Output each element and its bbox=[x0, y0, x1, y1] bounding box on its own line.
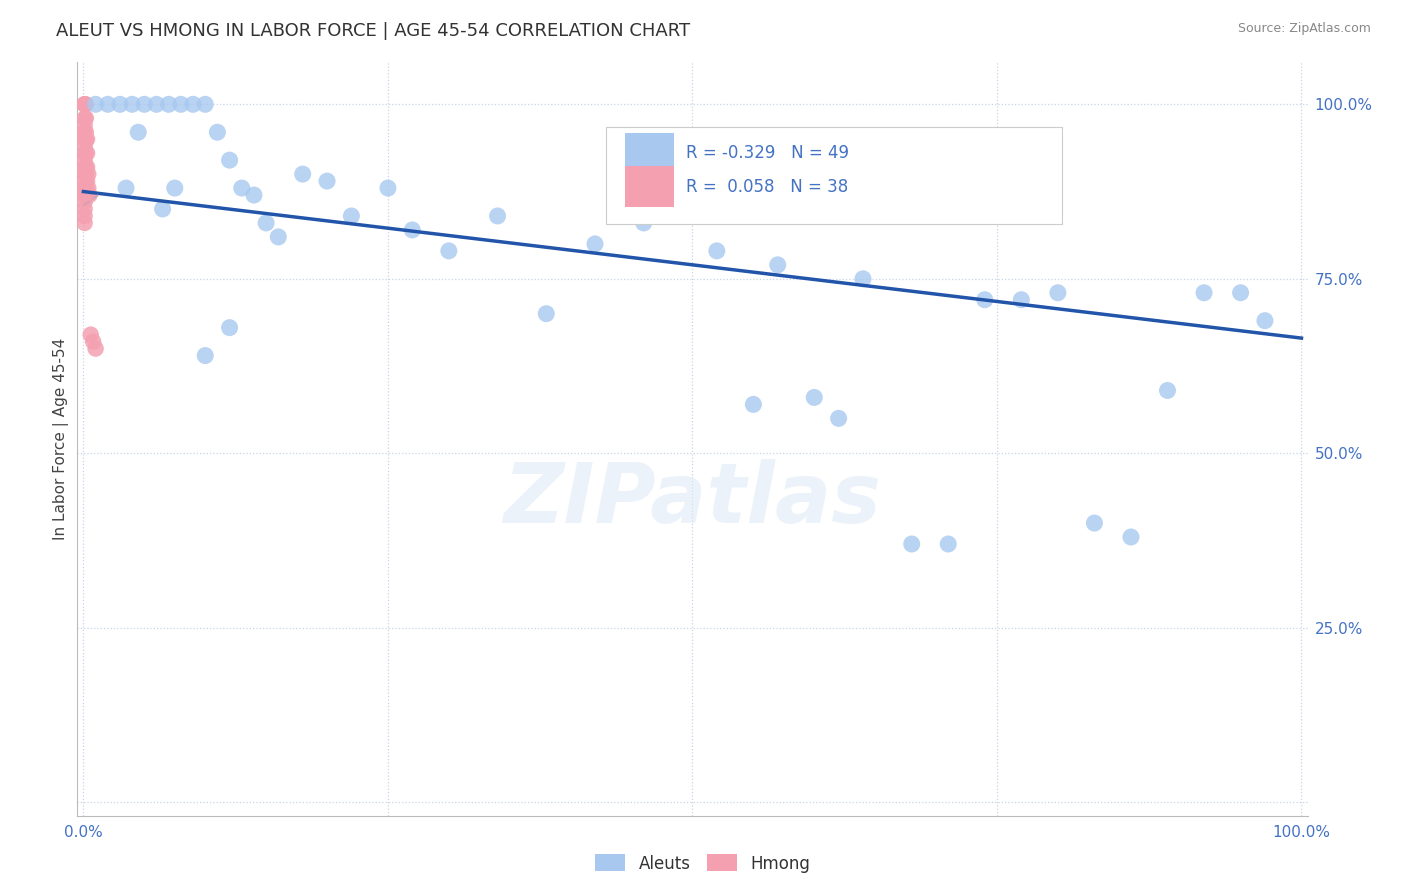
Point bbox=[633, 216, 655, 230]
Point bbox=[82, 334, 104, 349]
Point bbox=[76, 146, 98, 161]
Point bbox=[973, 293, 995, 307]
Point bbox=[486, 209, 509, 223]
Point bbox=[766, 258, 789, 272]
Point bbox=[75, 181, 97, 195]
Point bbox=[267, 230, 290, 244]
Y-axis label: In Labor Force | Age 45-54: In Labor Force | Age 45-54 bbox=[53, 338, 69, 541]
Point bbox=[145, 97, 167, 112]
Point bbox=[73, 167, 96, 181]
Point bbox=[1046, 285, 1069, 300]
Point bbox=[84, 97, 107, 112]
Point bbox=[1192, 285, 1215, 300]
Point bbox=[163, 181, 186, 195]
Point bbox=[170, 97, 193, 112]
Point bbox=[194, 349, 217, 363]
Point bbox=[75, 167, 97, 181]
Point bbox=[218, 153, 240, 168]
Point bbox=[73, 112, 96, 126]
Point bbox=[76, 174, 98, 188]
FancyBboxPatch shape bbox=[624, 167, 673, 207]
Point bbox=[243, 188, 266, 202]
Point bbox=[84, 342, 107, 356]
Point bbox=[77, 167, 100, 181]
Point bbox=[73, 209, 96, 223]
Point bbox=[218, 320, 240, 334]
Point bbox=[77, 181, 100, 195]
Point bbox=[1119, 530, 1142, 544]
Point bbox=[936, 537, 959, 551]
FancyBboxPatch shape bbox=[606, 127, 1062, 225]
Point bbox=[73, 194, 96, 209]
Point bbox=[536, 307, 558, 321]
Point bbox=[75, 97, 97, 112]
Point bbox=[900, 537, 922, 551]
Point bbox=[73, 160, 96, 174]
Text: ZIPatlas: ZIPatlas bbox=[503, 459, 882, 541]
Point bbox=[73, 139, 96, 153]
Point bbox=[73, 118, 96, 132]
Point bbox=[377, 181, 399, 195]
Point bbox=[706, 244, 728, 258]
Text: R = -0.329   N = 49: R = -0.329 N = 49 bbox=[686, 144, 849, 161]
Point bbox=[316, 174, 339, 188]
Point bbox=[75, 132, 97, 146]
Point bbox=[73, 188, 96, 202]
Point bbox=[115, 181, 138, 195]
Point bbox=[108, 97, 131, 112]
Point bbox=[73, 125, 96, 139]
Point bbox=[583, 236, 606, 251]
Point bbox=[127, 125, 149, 139]
Point bbox=[291, 167, 314, 181]
Point bbox=[827, 411, 849, 425]
Point bbox=[152, 202, 174, 216]
Point bbox=[134, 97, 156, 112]
Point bbox=[254, 216, 277, 230]
Point bbox=[73, 202, 96, 216]
Text: Source: ZipAtlas.com: Source: ZipAtlas.com bbox=[1237, 22, 1371, 36]
Point bbox=[1083, 516, 1105, 530]
Point bbox=[73, 97, 96, 112]
Point bbox=[437, 244, 460, 258]
Point bbox=[1156, 384, 1178, 398]
Text: ALEUT VS HMONG IN LABOR FORCE | AGE 45-54 CORRELATION CHART: ALEUT VS HMONG IN LABOR FORCE | AGE 45-5… bbox=[56, 22, 690, 40]
Point bbox=[181, 97, 204, 112]
Point bbox=[79, 188, 101, 202]
Point bbox=[121, 97, 143, 112]
Point bbox=[803, 391, 825, 405]
Point bbox=[231, 181, 253, 195]
Point bbox=[742, 397, 765, 411]
Point bbox=[76, 132, 98, 146]
Point bbox=[73, 181, 96, 195]
Point bbox=[207, 125, 229, 139]
Point bbox=[852, 272, 875, 286]
Point bbox=[75, 125, 97, 139]
Point bbox=[75, 160, 97, 174]
Point bbox=[157, 97, 180, 112]
Point bbox=[97, 97, 120, 112]
Point bbox=[75, 146, 97, 161]
Point bbox=[1010, 293, 1032, 307]
Point bbox=[340, 209, 363, 223]
Point bbox=[401, 223, 423, 237]
Point bbox=[75, 188, 97, 202]
Point bbox=[75, 112, 97, 126]
Legend: Aleuts, Hmong: Aleuts, Hmong bbox=[589, 847, 817, 880]
Point bbox=[73, 97, 96, 112]
Point bbox=[80, 327, 103, 342]
Point bbox=[76, 160, 98, 174]
Point bbox=[1229, 285, 1251, 300]
Point bbox=[1254, 313, 1277, 327]
Point bbox=[73, 97, 96, 112]
Text: R =  0.058   N = 38: R = 0.058 N = 38 bbox=[686, 178, 849, 196]
Point bbox=[73, 132, 96, 146]
Point bbox=[194, 97, 217, 112]
Point bbox=[73, 146, 96, 161]
Point bbox=[73, 216, 96, 230]
FancyBboxPatch shape bbox=[624, 133, 673, 173]
Point bbox=[73, 153, 96, 168]
Point bbox=[73, 174, 96, 188]
